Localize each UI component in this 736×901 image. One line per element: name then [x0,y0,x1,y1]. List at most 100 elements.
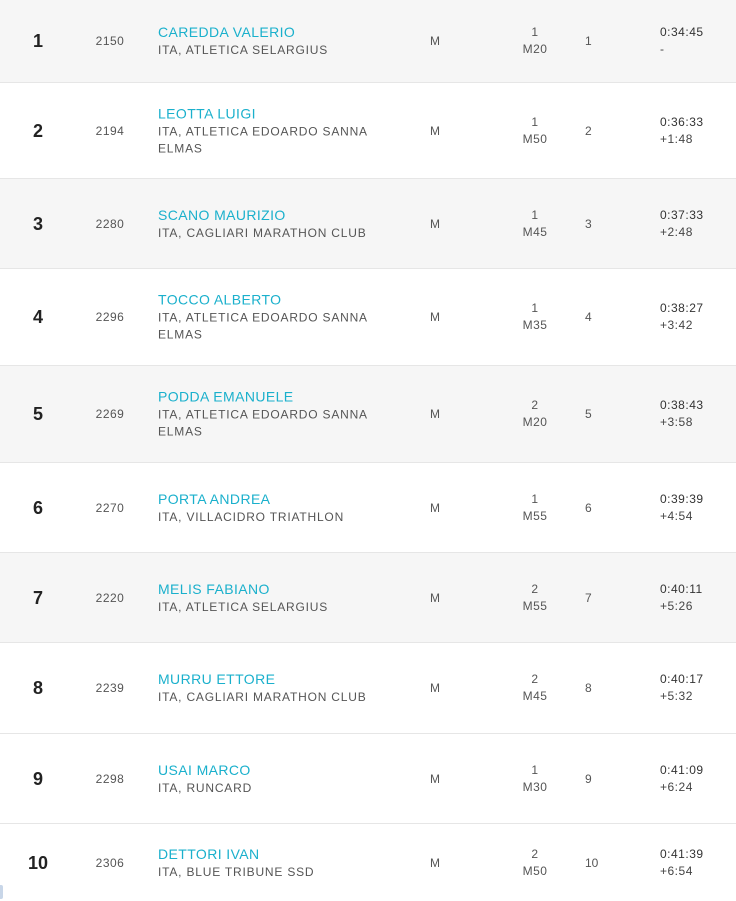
table-row[interactable]: 1 2150 CAREDDA VALERIO ITA, ATLETICA SEL… [0,0,736,83]
time-gap: +3:42 [660,318,693,332]
finish-time: 0:39:39 [660,491,704,506]
table-row[interactable]: 5 2269 PODDA EMANUELE ITA, ATLETICA EDOA… [0,366,736,463]
finish-time: 0:41:09 [660,762,704,777]
bib-number: 2296 [95,310,125,324]
athlete-name-link[interactable]: MELIS FABIANO [158,580,270,597]
time-gap: - [660,42,665,56]
category: M30 [522,779,548,794]
athlete-name-link[interactable]: SCANO MAURIZIO [158,206,286,223]
athlete-cell: DETTORI IVAN ITA, BLUE TRIBUNE SSD [158,845,403,881]
time-cell: 0:41:09 +6:24 [660,762,736,796]
category: M50 [522,131,548,146]
athlete-cell: SCANO MAURIZIO ITA, CAGLIARI MARATHON CL… [158,206,403,242]
table-row[interactable]: 9 2298 USAI MARCO ITA, RUNCARD M 1 M30 9… [0,734,736,824]
time-gap: +6:24 [660,779,693,794]
athlete-club: ITA, VILLACIDRO TRIATHLON [158,509,345,524]
athlete-club: ITA, CAGLIARI MARATHON CLUB [158,690,367,704]
category-rank: 1 [531,207,539,222]
position: 1 [32,31,43,51]
sex-rank: 4 [585,310,592,324]
category: M55 [522,508,548,523]
time-cell: 0:38:43 +3:58 [660,397,736,431]
category-cell: 1 M50 [510,114,560,148]
athlete-name-link[interactable]: CAREDDA VALERIO [158,24,296,40]
athlete-name-link[interactable]: LEOTTA LUIGI [158,105,256,121]
category-cell: 2 M45 [510,671,560,705]
athlete-name-link[interactable]: DETTORI IVAN [158,845,260,862]
sex-rank: 1 [585,34,592,48]
time-gap: +5:32 [660,689,693,703]
scroll-indicator[interactable] [0,885,3,899]
sex: M [430,34,440,48]
sex-rank: 7 [585,590,592,605]
category: M35 [522,318,548,332]
sex-rank: 6 [585,500,592,515]
time-cell: 0:40:17 +5:32 [660,671,736,705]
bib-number: 2298 [95,771,125,786]
table-row[interactable]: 8 2239 MURRU ETTORE ITA, CAGLIARI MARATH… [0,643,736,734]
bib-number: 2269 [95,407,125,421]
athlete-name-link[interactable]: USAI MARCO [158,761,251,778]
athlete-club: ITA, ATLETICA EDOARDO SANNA ELMAS [158,124,368,155]
position: 4 [32,307,43,327]
athlete-name-link[interactable]: MURRU ETTORE [158,671,276,687]
time-gap: +5:26 [660,598,693,613]
category: M20 [522,415,548,429]
sex: M [430,407,440,421]
category-rank: 2 [531,581,539,596]
table-row[interactable]: 7 2220 MELIS FABIANO ITA, ATLETICA SELAR… [0,553,736,643]
athlete-cell: MURRU ETTORE ITA, CAGLIARI MARATHON CLUB [158,670,403,706]
category-cell: 2 M20 [510,397,560,431]
position: 8 [32,678,43,698]
time-gap: +3:58 [660,415,693,429]
category-cell: 1 M45 [510,207,560,241]
bib-number: 2270 [95,500,125,515]
position: 5 [32,404,43,424]
category-rank: 2 [531,846,539,861]
table-row[interactable]: 6 2270 PORTA ANDREA ITA, VILLACIDRO TRIA… [0,463,736,553]
finish-time: 0:38:43 [660,398,704,412]
sex-rank: 8 [585,681,592,695]
finish-time: 0:40:17 [660,672,704,686]
athlete-club: ITA, ATLETICA EDOARDO SANNA ELMAS [158,407,368,439]
category: M45 [522,689,548,703]
sex-rank: 9 [585,771,592,786]
athlete-name-link[interactable]: TOCCO ALBERTO [158,291,282,308]
sex: M [430,123,440,138]
athlete-name-link[interactable]: PORTA ANDREA [158,490,271,507]
sex-rank: 2 [585,123,592,138]
athlete-cell: MELIS FABIANO ITA, ATLETICA SELARGIUS [158,580,403,616]
athlete-club: ITA, CAGLIARI MARATHON CLUB [158,225,367,240]
bib-number: 2220 [95,590,125,605]
category: M20 [522,42,548,56]
athlete-cell: PORTA ANDREA ITA, VILLACIDRO TRIATHLON [158,490,403,526]
table-row[interactable]: 2 2194 LEOTTA LUIGI ITA, ATLETICA EDOARD… [0,83,736,179]
athlete-cell: LEOTTA LUIGI ITA, ATLETICA EDOARDO SANNA… [158,104,403,157]
time-gap: +2:48 [660,224,693,239]
category-rank: 1 [531,114,539,129]
athlete-cell: TOCCO ALBERTO ITA, ATLETICA EDOARDO SANN… [158,291,403,344]
bib-number: 2239 [95,681,125,695]
athlete-club: ITA, RUNCARD [158,780,253,795]
finish-time: 0:37:33 [660,207,704,222]
position: 9 [32,768,43,789]
category-cell: 1 M55 [510,491,560,525]
sex: M [430,681,440,695]
finish-time: 0:34:45 [660,25,704,39]
category-cell: 2 M50 [510,846,560,880]
position: 10 [27,852,49,873]
athlete-club: ITA, BLUE TRIBUNE SSD [158,864,315,879]
category-rank: 2 [531,672,539,686]
bib-number: 2306 [95,855,125,870]
athlete-name-link[interactable]: PODDA EMANUELE [158,388,294,405]
time-cell: 0:40:11 +5:26 [660,581,736,615]
category-rank: 1 [531,301,539,315]
time-cell: 0:34:45 - [660,24,736,58]
sex: M [430,310,440,324]
sex: M [430,500,440,515]
time-cell: 0:36:33 +1:48 [660,114,736,148]
table-row[interactable]: 4 2296 TOCCO ALBERTO ITA, ATLETICA EDOAR… [0,269,736,366]
table-row[interactable]: 3 2280 SCANO MAURIZIO ITA, CAGLIARI MARA… [0,179,736,269]
table-row[interactable]: 10 2306 DETTORI IVAN ITA, BLUE TRIBUNE S… [0,824,736,901]
